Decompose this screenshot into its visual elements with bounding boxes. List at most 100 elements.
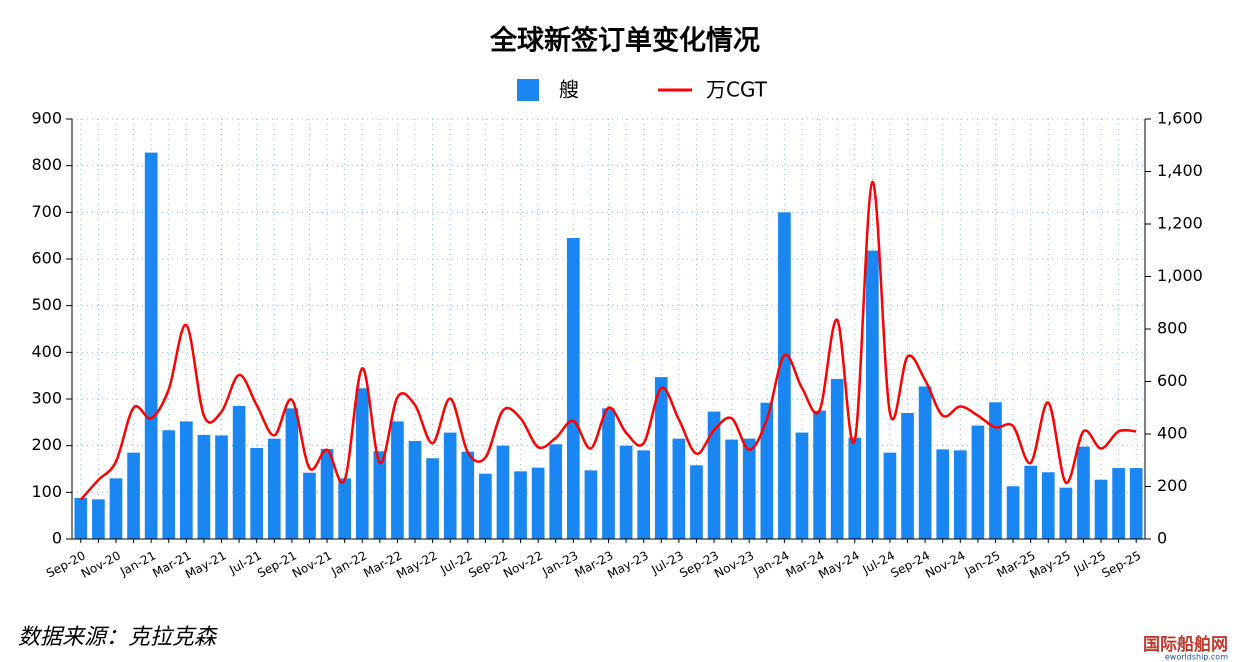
y-tick-label: 900 [31, 109, 62, 128]
y-tick-label: 0 [52, 529, 62, 548]
x-tick-label: May-24 [816, 548, 862, 581]
bar [443, 432, 457, 539]
bar [338, 478, 351, 539]
bar [180, 421, 193, 539]
bar [391, 421, 404, 539]
bar [1112, 468, 1125, 539]
x-tick-label: Sep-20 [44, 548, 88, 580]
bar [496, 445, 510, 539]
bar [672, 438, 686, 539]
y-tick-label: 700 [31, 202, 62, 221]
x-tick-label: Nov-21 [290, 548, 334, 580]
legend-label: 艘 [559, 78, 579, 102]
y-tick-label: 300 [31, 389, 62, 408]
bar [654, 377, 668, 539]
bar [725, 439, 738, 539]
bar [795, 432, 809, 539]
bar [127, 452, 140, 539]
bar [215, 435, 228, 539]
y2-tick-label: 200 [1157, 476, 1188, 495]
bar [426, 458, 439, 539]
bar [971, 425, 985, 539]
x-tick-label: Nov-23 [712, 548, 756, 580]
legend-label: 万CGT [706, 78, 768, 102]
x-tick-label: Nov-20 [79, 548, 123, 580]
x-tick-label: May-25 [1027, 548, 1073, 581]
bar [690, 465, 703, 539]
y-tick-label: 400 [31, 342, 62, 361]
x-tick-label: Jan-21 [117, 548, 158, 579]
bar [479, 473, 492, 539]
bar [320, 448, 334, 539]
legend-swatch [517, 79, 539, 101]
bar [549, 444, 563, 539]
bar [637, 450, 651, 539]
bar [92, 499, 105, 539]
bar [813, 410, 826, 539]
x-tick-label: Sep-25 [1099, 548, 1143, 580]
bar [531, 467, 545, 539]
bar [760, 402, 774, 539]
bar [303, 472, 316, 539]
bar [144, 152, 158, 539]
bar [602, 408, 615, 539]
bar [584, 470, 598, 539]
x-tick-label: Nov-24 [923, 548, 967, 580]
y-tick-label: 600 [31, 249, 62, 268]
x-tick-label: May-21 [183, 548, 229, 581]
bar [936, 449, 950, 539]
bar [232, 406, 246, 539]
x-tick-label: Jan-24 [750, 548, 791, 579]
x-tick-label: Jan-22 [328, 548, 369, 579]
x-tick-label: Sep-21 [255, 548, 299, 580]
bar [883, 452, 897, 539]
bar [566, 238, 580, 539]
bar [162, 430, 176, 539]
y2-tick-label: 1,200 [1157, 214, 1203, 233]
watermark: 国际船舶网 [1143, 634, 1228, 655]
x-tick-label: Sep-24 [888, 548, 932, 580]
y2-tick-label: 0 [1157, 529, 1167, 548]
bar [866, 250, 879, 539]
bar [197, 434, 211, 539]
bar [285, 408, 299, 539]
y2-tick-label: 600 [1157, 371, 1188, 390]
bar [250, 448, 264, 539]
watermark-url: eworldship.com [1165, 653, 1228, 662]
bar [619, 445, 633, 539]
bar [830, 378, 844, 539]
bar [918, 386, 932, 539]
y2-tick-label: 400 [1157, 424, 1188, 443]
bar [742, 438, 756, 539]
y2-tick-label: 1,000 [1157, 266, 1203, 285]
bar [848, 437, 862, 539]
y2-tick-label: 1,400 [1157, 161, 1203, 180]
bar [1129, 468, 1143, 539]
bar [408, 441, 422, 539]
x-tick-label: Jan-23 [539, 548, 580, 579]
y-tick-label: 500 [31, 295, 62, 314]
bar [461, 451, 475, 539]
bar [1041, 472, 1055, 539]
bar [1006, 486, 1020, 539]
x-tick-label: Sep-22 [466, 548, 510, 580]
x-tick-label: Jan-25 [961, 548, 1002, 579]
bar [514, 471, 527, 539]
y-tick-label: 800 [31, 155, 62, 174]
bar [1024, 465, 1037, 539]
bar [953, 450, 967, 539]
x-tick-label: May-22 [394, 548, 440, 581]
y2-tick-label: 1,600 [1157, 109, 1203, 128]
x-tick-label: May-23 [605, 548, 651, 581]
bar [901, 413, 914, 539]
bar [1077, 446, 1090, 539]
line [79, 180, 1137, 501]
bar [778, 212, 791, 540]
x-tick-label: Sep-23 [677, 548, 721, 580]
bar [267, 438, 281, 539]
bar [1059, 487, 1073, 539]
chart-title: 全球新签订单变化情况 [489, 25, 760, 57]
bar [373, 451, 387, 539]
bar [74, 497, 88, 539]
